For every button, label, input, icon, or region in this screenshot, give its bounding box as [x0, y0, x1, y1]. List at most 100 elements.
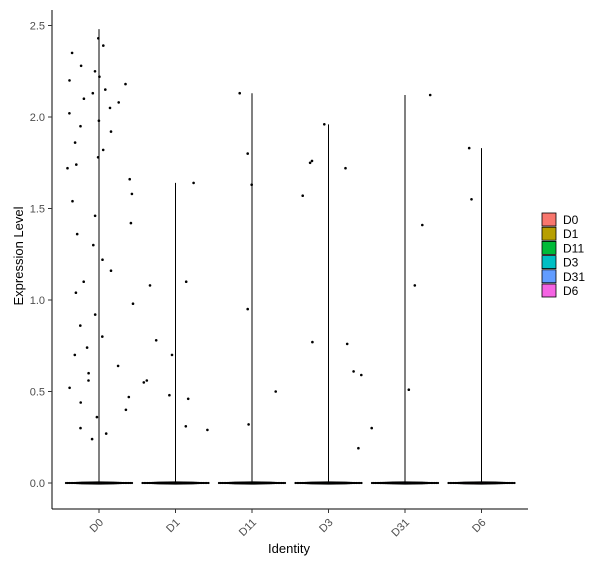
data-point — [90, 437, 94, 441]
zero-point — [277, 481, 280, 485]
zero-point — [413, 481, 416, 485]
zero-point — [158, 481, 161, 485]
zero-point — [489, 481, 492, 485]
zero-point — [149, 481, 153, 485]
zero-point — [148, 481, 151, 485]
zero-point — [205, 481, 208, 485]
data-point — [108, 106, 112, 110]
data-point — [73, 141, 77, 144]
data-point — [131, 302, 135, 306]
zero-point — [241, 481, 244, 485]
zero-point — [420, 481, 423, 485]
zero-point — [156, 481, 159, 485]
data-point — [129, 221, 133, 225]
x-tick-label: D31 — [389, 517, 412, 540]
zero-point — [92, 481, 95, 485]
zero-point — [272, 481, 275, 485]
zero-point — [435, 481, 438, 485]
zero-point — [494, 481, 497, 485]
zero-point — [501, 481, 504, 485]
zero-point — [508, 481, 511, 485]
data-point — [184, 280, 188, 284]
zero-point — [122, 481, 125, 485]
zero-point — [239, 481, 243, 485]
zero-point — [233, 481, 236, 485]
data-point — [407, 388, 411, 392]
zero-point — [86, 481, 90, 485]
zero-point — [379, 481, 382, 485]
zero-point — [120, 481, 123, 485]
zero-point — [360, 481, 363, 485]
data-point — [71, 199, 74, 203]
zero-point — [81, 481, 84, 485]
zero-point — [182, 481, 185, 485]
zero-point — [392, 481, 396, 485]
legend-key-D11 — [541, 240, 557, 255]
zero-point — [386, 481, 389, 485]
zero-point — [151, 481, 154, 485]
data-point — [421, 223, 424, 227]
data-point — [68, 112, 71, 115]
legend-key-D1 — [541, 226, 557, 241]
zero-point — [357, 481, 360, 485]
violin-group-D0 — [64, 29, 135, 485]
zero-point — [372, 481, 375, 485]
zero-point — [394, 481, 397, 485]
data-point — [79, 426, 82, 430]
zero-point — [345, 481, 348, 485]
data-point — [170, 353, 174, 357]
zero-point — [391, 481, 394, 485]
data-point — [250, 183, 253, 186]
zero-point — [302, 481, 306, 485]
data-point — [79, 324, 82, 327]
zero-point — [498, 481, 501, 485]
data-point — [246, 152, 249, 155]
zero-point — [499, 481, 503, 485]
zero-point — [185, 481, 188, 485]
data-point — [104, 432, 108, 435]
zero-point — [180, 481, 183, 485]
data-point — [308, 161, 312, 165]
x-tick-label: D6 — [470, 517, 488, 535]
zero-point — [198, 481, 202, 485]
data-point — [97, 119, 101, 122]
data-point — [97, 37, 100, 40]
zero-point — [217, 481, 221, 485]
zero-point — [236, 481, 239, 485]
zero-point — [504, 481, 508, 485]
zero-point — [176, 481, 180, 485]
zero-point — [351, 481, 355, 485]
zero-point — [188, 481, 191, 485]
data-point — [192, 181, 195, 185]
zero-point — [130, 481, 134, 485]
zero-point — [488, 481, 491, 485]
data-point — [109, 269, 113, 273]
zero-point — [403, 481, 406, 485]
zero-point — [282, 481, 285, 485]
zero-point — [358, 481, 361, 485]
zero-point — [387, 481, 390, 485]
zero-point — [146, 481, 149, 485]
data-point — [470, 198, 473, 201]
x-axis: D0 D1 D11 D3 D31 D6 — [52, 508, 528, 540]
zero-point — [73, 481, 76, 485]
zero-point — [221, 481, 224, 485]
zero-point — [223, 481, 226, 485]
zero-point — [477, 481, 481, 485]
data-point — [311, 340, 314, 344]
zero-point — [70, 481, 73, 485]
zero-point — [471, 481, 474, 485]
zero-point — [107, 481, 110, 485]
data-point — [128, 177, 131, 181]
zero-point — [406, 481, 409, 485]
data-point — [352, 370, 355, 373]
zero-point — [414, 481, 418, 485]
zero-point — [110, 481, 113, 485]
zero-point — [171, 481, 175, 485]
data-point — [75, 163, 78, 166]
y-tick-label: 2.0 — [30, 112, 45, 124]
zero-point — [228, 481, 231, 485]
zero-point — [346, 481, 350, 485]
zero-point — [255, 481, 258, 485]
zero-point — [88, 481, 91, 485]
